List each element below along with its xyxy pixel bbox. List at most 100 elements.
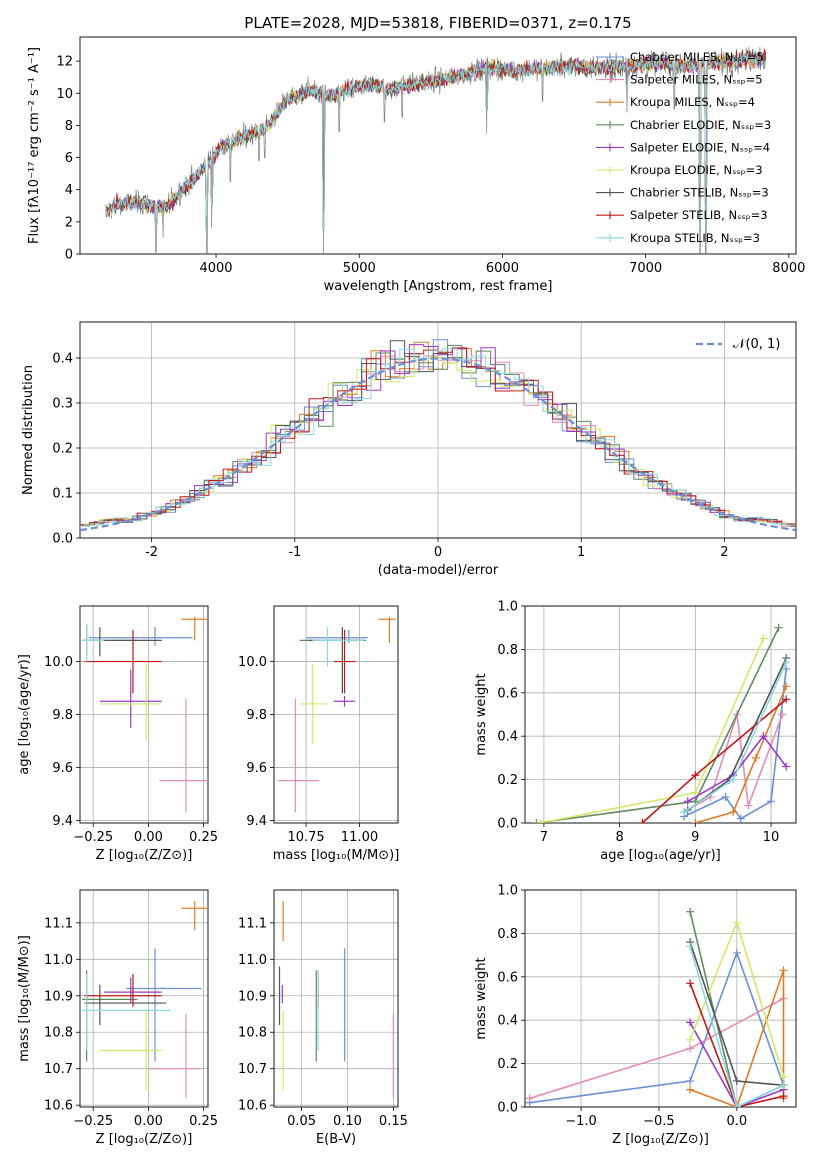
z_age-ytick-label: 9.4 <box>52 814 73 829</box>
residuals-ytick-label: 0.2 <box>52 442 73 457</box>
mass_age-point-salpeter-stelib <box>333 629 356 694</box>
weight-marker <box>732 918 741 927</box>
ebv_mass-ytick-label: 10.8 <box>238 1026 267 1041</box>
spectrum-xtick-label: 5000 <box>343 261 376 276</box>
mass_age-point-kroupa-elodie <box>299 664 328 744</box>
residuals-ytick-label: 0.1 <box>52 487 73 502</box>
z_age-xtick-label: −0.25 <box>73 830 113 845</box>
weight-marker <box>686 1044 695 1053</box>
mass_age-ytick-label: 9.4 <box>246 814 267 829</box>
weight-marker <box>759 732 768 741</box>
legend-entry: Kroupa STELIB, Nₛₛₚ=3 <box>630 231 760 245</box>
residuals-xtick-label: 2 <box>720 545 728 560</box>
age_weight-xtick-label: 7 <box>540 830 548 845</box>
spectrum-ytick-label: 2 <box>65 215 73 230</box>
ebv_mass-xtick-label: 0.05 <box>287 1114 316 1129</box>
z_mass-point-salpeter-miles <box>148 1014 202 1098</box>
spectrum-frame <box>79 36 797 255</box>
ebv_mass-ytick-label: 10.9 <box>238 989 267 1004</box>
age_weight-ylabel: mass weight <box>474 673 489 755</box>
age_weight-ytick-label: 0.8 <box>497 643 518 658</box>
ebv_mass-axes: 0.05 0.10 0.15 10.6 10.7 10.8 10.9 11.0 11.1 E(B-… <box>238 889 408 1147</box>
weight-marker <box>774 623 783 632</box>
z_age-xtick-label: 0.25 <box>189 830 218 845</box>
weight-marker <box>779 1081 788 1090</box>
ebv_mass-frame <box>273 889 399 1108</box>
z_weight-series-kroupa-stelib <box>686 942 788 1107</box>
z_mass-ytick-label: 10.8 <box>44 1026 73 1041</box>
weight-marker <box>782 682 791 691</box>
weight-marker <box>686 1076 695 1085</box>
histogram-kroupa-miles <box>80 341 796 526</box>
ebv_mass-xtick-label: 0.10 <box>333 1114 362 1129</box>
z_age-ytick-label: 9.6 <box>52 761 73 776</box>
weight-marker <box>679 808 688 817</box>
legend-entry: Chabrier ELODIE, Nₛₛₚ=3 <box>630 118 771 132</box>
weight-marker <box>779 1092 788 1101</box>
z_weight-frame <box>524 889 797 1108</box>
residuals-axes: -2 -1 0 1 2 0.0 0.1 0.2 0.3 0.4 (data-model)/error… <box>21 321 797 578</box>
z_weight-ytick-label: 0.0 <box>497 1101 518 1116</box>
spectrum-ytick-label: 12 <box>56 55 73 70</box>
weight-marker <box>767 797 776 806</box>
age_weight-series-kroupa-miles <box>691 682 791 823</box>
age_weight-ytick-label: 0.6 <box>497 686 518 701</box>
z_age-axes: −0.25 0.00 0.25 9.4 9.6 9.8 10.0 Z [log₁₀(Z/Z⊙)… <box>17 605 218 863</box>
ebv_mass-ytick-label: 11.1 <box>238 916 267 931</box>
z_age-xtick-label: 0.00 <box>134 830 163 845</box>
z_mass-point-chabrier-elodie <box>82 970 138 1062</box>
mass_age-xtick-label: 10.75 <box>287 830 324 845</box>
age_weight-xlabel: age [log₁₀(age/yr)] <box>600 848 721 863</box>
legend-entry: Salpeter STELIB, Nₛₛₚ=3 <box>630 208 768 222</box>
ebv_mass-ytick-label: 11.0 <box>238 953 267 968</box>
mass_age-point-kroupa-stelib <box>312 627 364 667</box>
mass_age-frame <box>273 605 399 824</box>
z_mass-ytick-label: 10.9 <box>44 989 73 1004</box>
weight-marker <box>732 1103 741 1107</box>
z_weight-ytick-label: 0.6 <box>497 970 518 985</box>
z_mass-xtick-label: 0.25 <box>189 1114 218 1129</box>
age_weight-series-kroupa-elodie <box>536 634 768 823</box>
mass_age-point-chabrier-elodie <box>299 627 366 694</box>
mass_age-axes: 10.75 11.00 9.4 9.6 9.8 10.0 mass [log₁₀(M/M⊙)… <box>238 605 399 863</box>
z_mass-point-salpeter-stelib <box>84 973 162 1007</box>
legend-entry: Chabrier MILES, Nₛₛₚ=5 <box>630 50 764 64</box>
age_weight-ytick-label: 0.2 <box>497 773 518 788</box>
weight-marker <box>779 1072 788 1081</box>
mass_age-ytick-label: 9.8 <box>246 708 267 723</box>
spectrum-xtick-label: 8000 <box>772 261 805 276</box>
z_mass-point-chabrier-stelib <box>84 984 167 1025</box>
weight-marker <box>736 814 745 823</box>
spectrum-xtick-label: 7000 <box>629 261 662 276</box>
z_weight-ytick-label: 0.2 <box>497 1057 518 1072</box>
weight-marker <box>782 762 791 771</box>
residuals-ytick-label: 0.3 <box>52 397 73 412</box>
weight-marker <box>691 819 700 823</box>
z_age-point-kroupa-elodie <box>99 664 162 741</box>
z_weight-ytick-label: 0.4 <box>497 1014 518 1029</box>
legend-entry: Salpeter ELODIE, Nₛₛₚ=4 <box>630 140 770 154</box>
weight-marker <box>686 907 695 916</box>
weight-marker <box>686 942 695 951</box>
z_weight-xtick-label: −1.0 <box>565 1114 597 1129</box>
mass_age-point-chabrier-miles <box>306 629 369 644</box>
age_weight-series-kroupa-stelib <box>679 658 791 817</box>
normal-curve <box>80 357 796 532</box>
legend-entry: Chabrier STELIB, Nₛₛₚ=3 <box>630 186 769 200</box>
mass_age-point-kroupa-miles <box>378 616 396 644</box>
z_age-point-chabrier-stelib <box>84 627 162 657</box>
z_mass-axes: −0.25 0.00 0.25 10.6 10.7 10.8 10.9 11.0 11.1 Z [… <box>17 889 218 1147</box>
age_weight-ytick-label: 0.0 <box>497 817 518 832</box>
ebv_mass-xlabel: E(B-V) <box>316 1132 356 1147</box>
weight-marker <box>751 753 760 762</box>
z_age-point-salpeter-miles <box>159 698 208 813</box>
histogram-kroupa-elodie <box>80 356 796 527</box>
normal-legend-label: 𝒩(0, 1) <box>733 337 780 352</box>
residuals-frame <box>79 321 797 539</box>
age_weight-series-chabrier-elodie <box>532 623 783 823</box>
mass_age-ytick-label: 10.0 <box>238 655 267 670</box>
residuals-ytick-label: 0.4 <box>52 352 73 367</box>
spectrum-ytick-label: 4 <box>65 183 73 198</box>
spectrum-ylabel: Flux [fλ10⁻¹⁷ erg cm⁻² s⁻¹ A⁻¹] <box>27 47 42 244</box>
z_mass-point-kroupa-elodie <box>99 1010 162 1091</box>
